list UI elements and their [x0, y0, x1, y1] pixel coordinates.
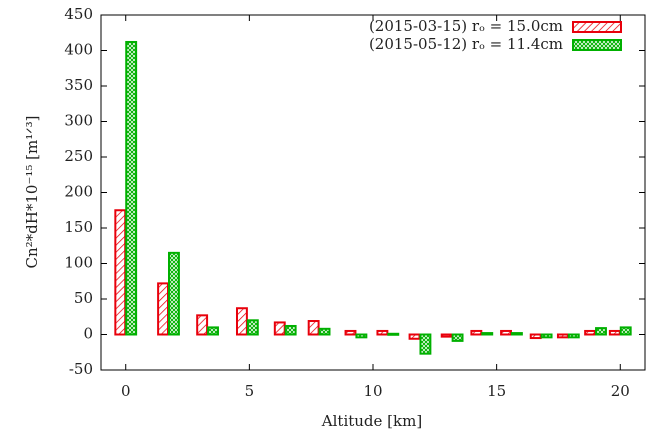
- legend-label: (2015-03-15) rₒ = 15.0cm: [369, 17, 563, 35]
- bar: [235, 307, 248, 336]
- legend-swatch: [572, 21, 622, 33]
- y-axis-label: Cn²*dH*10⁻¹⁵ [m¹ᐟ³]: [23, 116, 41, 269]
- bar: [529, 333, 542, 340]
- bar: [318, 327, 331, 336]
- bar: [114, 209, 127, 336]
- bar: [419, 333, 432, 355]
- bar: [608, 329, 621, 336]
- bar: [500, 329, 512, 336]
- y-tick-label: 300: [64, 112, 93, 130]
- bar: [246, 319, 259, 336]
- y-tick-label: 450: [64, 5, 93, 23]
- bar: [481, 332, 494, 336]
- bar: [157, 282, 170, 336]
- bar: [584, 329, 597, 336]
- x-tick-label: 20: [611, 382, 630, 400]
- bar: [556, 333, 569, 339]
- y-tick-label: 250: [64, 147, 93, 165]
- y-tick-label: 0: [83, 325, 93, 343]
- plot-frame: [100, 14, 646, 371]
- x-tick-label: 0: [121, 382, 131, 400]
- bar: [540, 333, 553, 339]
- x-axis-label: Altitude [km]: [321, 412, 422, 430]
- y-tick-label: 100: [64, 254, 93, 272]
- y-tick-label: 50: [74, 289, 93, 307]
- bar: [595, 327, 607, 336]
- x-tick-label: 10: [363, 382, 382, 400]
- bar: [355, 333, 368, 339]
- y-tick-label: 150: [64, 218, 93, 236]
- bar: [376, 329, 389, 336]
- bar: [196, 314, 209, 336]
- y-tick-label: 350: [64, 76, 93, 94]
- bar: [168, 251, 180, 336]
- bar: [567, 333, 580, 339]
- bar: [273, 321, 286, 336]
- x-tick-label: 5: [245, 382, 255, 400]
- bar: [470, 329, 483, 336]
- bar: [387, 332, 400, 336]
- legend-label: (2015-05-12) rₒ = 11.4cm: [369, 35, 563, 53]
- bar: [510, 332, 523, 336]
- bar: [344, 329, 357, 336]
- y-tick-label: -50: [69, 360, 93, 378]
- bar: [440, 333, 453, 338]
- bar: [207, 326, 219, 336]
- legend-swatch: [572, 39, 622, 51]
- bar: [408, 333, 421, 340]
- y-tick-label: 200: [64, 183, 93, 201]
- y-tick-label: 400: [64, 41, 93, 59]
- bar: [619, 326, 632, 336]
- bar: [307, 320, 320, 336]
- bar: [125, 40, 138, 336]
- bar: [284, 324, 297, 336]
- x-tick-label: 15: [487, 382, 506, 400]
- bar: [451, 333, 464, 342]
